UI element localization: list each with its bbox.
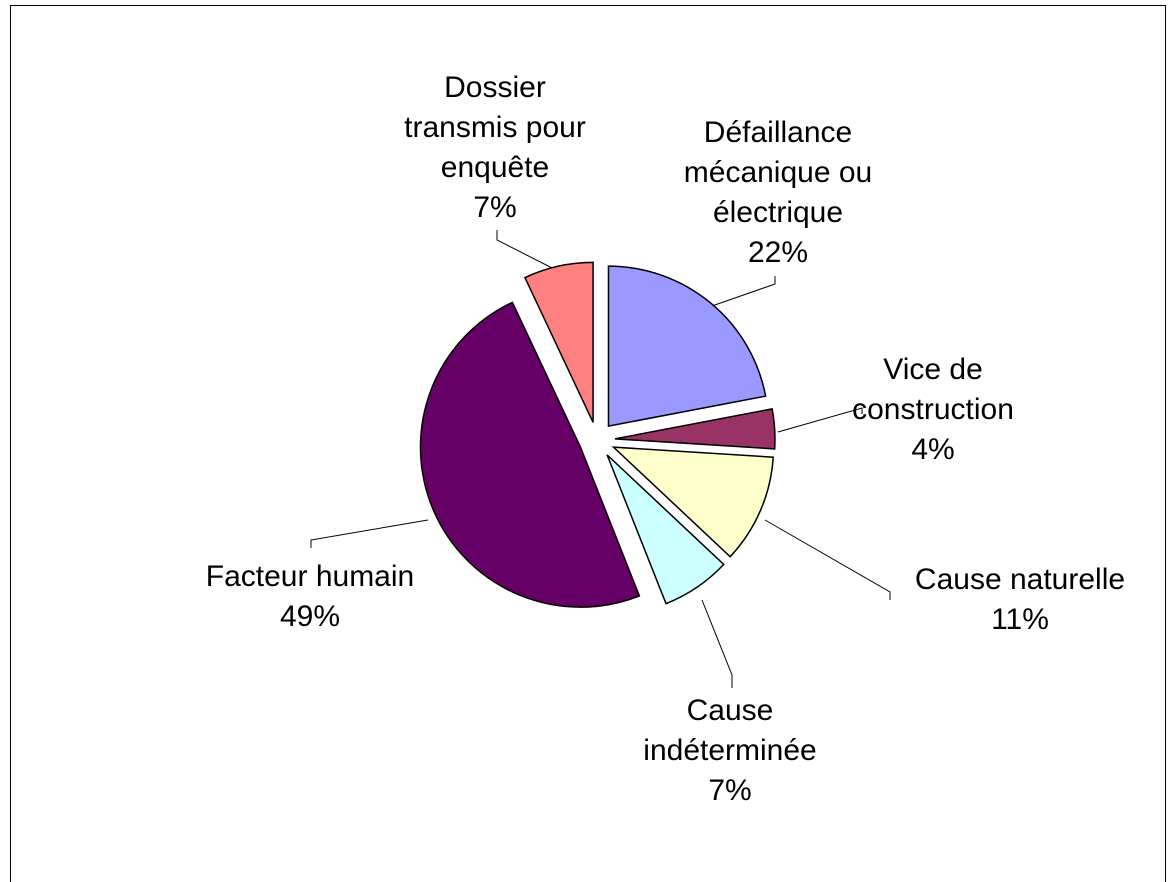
pie-slice: [607, 265, 767, 428]
value-label: 7%: [473, 191, 517, 224]
pie-slice: [419, 301, 641, 608]
category-label: Vice de construction: [852, 353, 1014, 426]
value-label: 4%: [911, 433, 955, 466]
data-label: Défaillance mécanique ou électrique 22%: [668, 113, 888, 273]
leader-line: [701, 599, 733, 688]
data-label: Facteur humain 49%: [180, 557, 440, 637]
category-label: Dossier transmis pour enquête: [404, 71, 586, 184]
value-label: 22%: [747, 236, 809, 269]
leader-line: [711, 276, 776, 307]
data-label: Cause indéterminée 7%: [630, 691, 830, 811]
value-label: 7%: [708, 774, 752, 807]
data-label: Dossier transmis pour enquête 7%: [395, 68, 595, 228]
pie-slice: [611, 446, 774, 558]
chart-frame: [10, 5, 1166, 882]
value-label: 11%: [991, 603, 1049, 636]
leader-line: [496, 230, 561, 273]
category-label: Cause indéterminée: [643, 694, 817, 767]
value-label: 49%: [279, 600, 341, 633]
leader-line: [777, 407, 863, 433]
pie-slice: [606, 454, 725, 605]
category-label: Cause naturelle: [914, 563, 1126, 596]
leader-line: [764, 519, 891, 600]
leader-line: [310, 519, 429, 548]
data-label: Vice de construction 4%: [843, 350, 1023, 470]
pie-slice: [614, 408, 776, 450]
category-label: Défaillance mécanique ou électrique: [683, 116, 873, 229]
data-label: Cause naturelle 11%: [890, 560, 1150, 640]
category-label: Facteur humain: [205, 560, 415, 593]
leader-lines: [310, 230, 891, 688]
pie-slice: [523, 261, 594, 423]
